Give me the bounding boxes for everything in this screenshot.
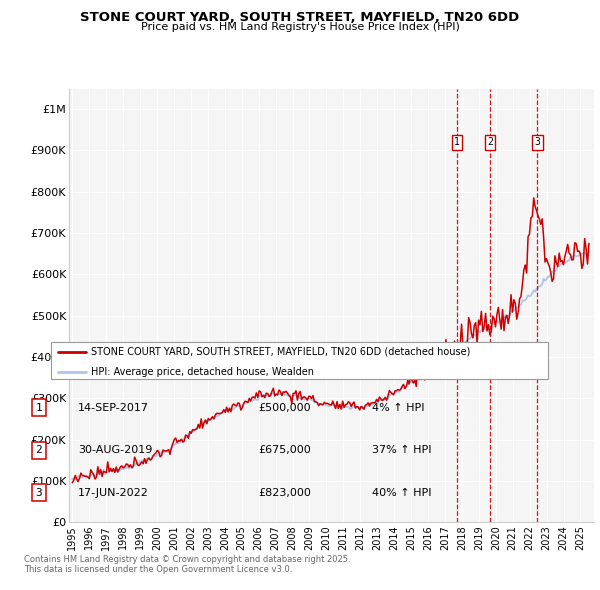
Text: This data is licensed under the Open Government Licence v3.0.: This data is licensed under the Open Gov… <box>24 565 292 574</box>
Text: 3: 3 <box>535 137 541 147</box>
Text: 2: 2 <box>35 445 43 455</box>
Text: £823,000: £823,000 <box>258 488 311 497</box>
Text: 14-SEP-2017: 14-SEP-2017 <box>78 403 149 412</box>
Text: STONE COURT YARD, SOUTH STREET, MAYFIELD, TN20 6DD (detached house): STONE COURT YARD, SOUTH STREET, MAYFIELD… <box>91 347 470 357</box>
Text: 4% ↑ HPI: 4% ↑ HPI <box>372 403 425 412</box>
Text: Price paid vs. HM Land Registry's House Price Index (HPI): Price paid vs. HM Land Registry's House … <box>140 22 460 32</box>
Text: Contains HM Land Registry data © Crown copyright and database right 2025.: Contains HM Land Registry data © Crown c… <box>24 555 350 563</box>
Text: 1: 1 <box>35 403 43 412</box>
Text: 2: 2 <box>487 137 493 147</box>
Text: HPI: Average price, detached house, Wealden: HPI: Average price, detached house, Weal… <box>91 367 314 377</box>
Text: 17-JUN-2022: 17-JUN-2022 <box>78 488 149 497</box>
Text: 40% ↑ HPI: 40% ↑ HPI <box>372 488 431 497</box>
Text: 3: 3 <box>35 488 43 497</box>
Text: 37% ↑ HPI: 37% ↑ HPI <box>372 445 431 455</box>
Text: 30-AUG-2019: 30-AUG-2019 <box>78 445 152 455</box>
Text: £675,000: £675,000 <box>258 445 311 455</box>
Text: 1: 1 <box>454 137 460 147</box>
FancyBboxPatch shape <box>50 342 548 379</box>
Text: STONE COURT YARD, SOUTH STREET, MAYFIELD, TN20 6DD: STONE COURT YARD, SOUTH STREET, MAYFIELD… <box>80 11 520 24</box>
Text: £500,000: £500,000 <box>258 403 311 412</box>
